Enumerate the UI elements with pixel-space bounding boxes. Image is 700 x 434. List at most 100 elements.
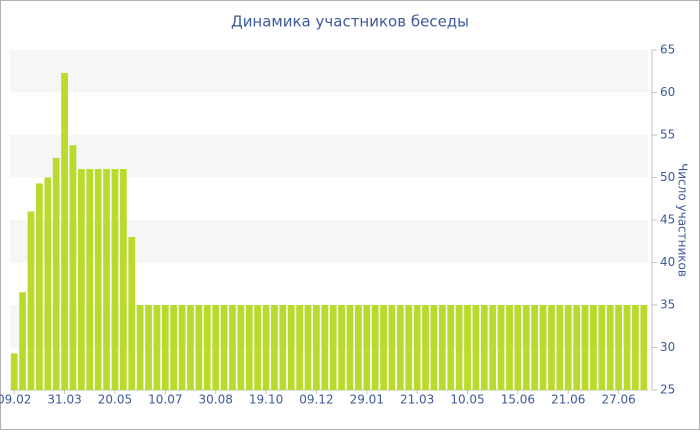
bar (422, 305, 429, 390)
bar (36, 183, 43, 390)
bar (237, 305, 245, 390)
bar (455, 305, 463, 390)
bar (61, 72, 68, 390)
bar (497, 305, 505, 390)
bar (103, 169, 110, 390)
bar (321, 305, 329, 390)
bar (438, 305, 446, 390)
bar (77, 169, 85, 390)
y-tick-label: 60 (660, 85, 675, 99)
x-tick-label: 30.08 (198, 393, 232, 407)
y-tick-label: 55 (660, 128, 675, 142)
bar (10, 353, 18, 390)
x-tick-label: 19.10 (249, 393, 283, 407)
chart-title: Динамика участников беседы (231, 13, 469, 31)
y-axis-title: Число участников (676, 163, 690, 277)
bar (640, 305, 648, 390)
bar (506, 305, 513, 390)
bar (464, 305, 471, 390)
bar (86, 169, 94, 390)
bar (271, 305, 278, 390)
bar (447, 305, 455, 390)
x-tick-label: 21.06 (551, 393, 585, 407)
bar (161, 305, 169, 390)
x-tick-label: 10.07 (148, 393, 182, 407)
bar (195, 305, 203, 390)
bar (111, 169, 119, 390)
bar (287, 305, 295, 390)
bar (304, 305, 312, 390)
x-tick-label: 09.12 (299, 393, 333, 407)
bar (296, 305, 303, 390)
bar (338, 305, 345, 390)
bar (514, 305, 522, 390)
bar (44, 177, 52, 390)
bar (405, 305, 413, 390)
bar (52, 157, 60, 390)
bar (170, 305, 178, 390)
bar (522, 305, 530, 390)
bar (329, 305, 337, 390)
y-tick-label: 40 (660, 255, 675, 269)
bar (606, 305, 614, 390)
bar (94, 169, 102, 390)
x-tick-label: 29.01 (350, 393, 384, 407)
bar (136, 305, 144, 390)
bar (363, 305, 371, 390)
bar (548, 305, 555, 390)
bar (623, 305, 631, 390)
bar (229, 305, 236, 390)
bar (388, 305, 396, 390)
bar (581, 305, 589, 390)
bar (564, 305, 572, 390)
bar (380, 305, 387, 390)
x-tick-label: 21.03 (400, 393, 434, 407)
bar (187, 305, 194, 390)
x-tick-label: 20.05 (98, 393, 132, 407)
bar (531, 305, 539, 390)
bar (539, 305, 547, 390)
bar (489, 305, 497, 390)
bar (615, 305, 622, 390)
bar (119, 169, 127, 390)
x-tick-label: 27.06 (601, 393, 635, 407)
x-tick-label: 09.02 (0, 393, 31, 407)
y-tick-label: 35 (660, 298, 675, 312)
bar (245, 305, 253, 390)
bar (472, 305, 480, 390)
bar (27, 211, 35, 390)
bar (413, 305, 421, 390)
grid-band (10, 50, 648, 93)
bar (153, 305, 161, 390)
bar (573, 305, 581, 390)
x-tick-label: 10.05 (450, 393, 484, 407)
bar (313, 305, 320, 390)
bar (254, 305, 262, 390)
bar (203, 305, 211, 390)
bar (355, 305, 362, 390)
bar (145, 305, 152, 390)
bar (19, 292, 26, 390)
bar (598, 305, 606, 390)
y-tick-label: 45 (660, 213, 675, 227)
y-tick-label: 65 (660, 43, 675, 57)
bar (346, 305, 354, 390)
bar (556, 305, 564, 390)
bar (480, 305, 488, 390)
x-tick-label: 15.06 (501, 393, 535, 407)
bar (212, 305, 220, 390)
y-tick-label: 50 (660, 170, 675, 184)
bar (279, 305, 287, 390)
bar (632, 305, 639, 390)
bar (262, 305, 270, 390)
bar (396, 305, 404, 390)
bar (590, 305, 597, 390)
bar (69, 145, 77, 390)
bar (371, 305, 379, 390)
bar (430, 305, 438, 390)
bar (178, 305, 186, 390)
y-tick-label: 30 (660, 340, 675, 354)
bar (220, 305, 228, 390)
bar (128, 237, 136, 390)
